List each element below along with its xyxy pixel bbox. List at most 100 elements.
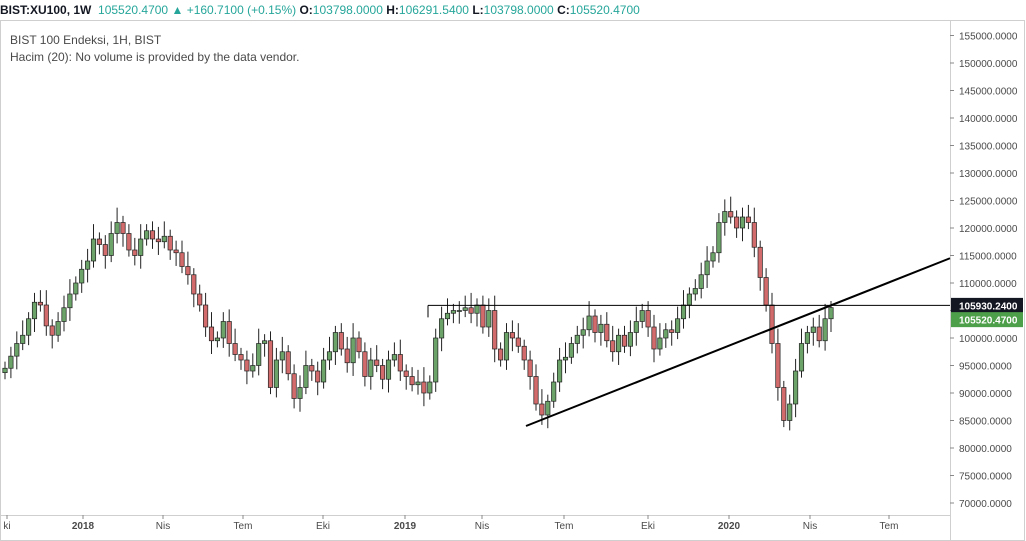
candle-body (321, 359, 327, 383)
candle (132, 237, 138, 266)
candle (173, 240, 179, 266)
candle-body (798, 343, 805, 372)
candle (557, 347, 563, 392)
candle-body (551, 381, 557, 402)
candle (804, 325, 810, 354)
candle-body (498, 348, 504, 361)
close-label: C: (557, 3, 570, 17)
candle-body (114, 222, 120, 234)
candle-body (285, 351, 291, 375)
candle (669, 320, 675, 346)
candle (728, 196, 734, 224)
candle-body (297, 387, 303, 399)
candle-body (197, 293, 203, 306)
candle (486, 298, 492, 337)
candle-body (598, 323, 604, 333)
candle-body (604, 323, 610, 342)
candle-body (680, 304, 687, 320)
candle-body (545, 400, 551, 416)
volume-legend[interactable]: Hacim (20): No volume is provided by the… (10, 50, 299, 64)
candle-body (645, 310, 651, 328)
candle (344, 336, 350, 373)
candle (67, 279, 73, 321)
candle (315, 361, 321, 396)
candle (415, 369, 421, 395)
candle (498, 342, 504, 367)
candle (61, 295, 67, 332)
candle-body (751, 222, 757, 248)
candle-body (480, 304, 486, 328)
candle (43, 290, 49, 336)
candle (675, 306, 681, 340)
candle (380, 358, 386, 390)
candle-body (232, 343, 238, 355)
open-label: O: (299, 3, 313, 17)
candle-body (474, 304, 480, 314)
candle (338, 323, 344, 356)
candle (232, 328, 238, 362)
candle-body (126, 233, 132, 251)
candle-body (102, 244, 108, 256)
last-price-badge[interactable]: 105520.4700 (951, 312, 1023, 328)
candle (244, 350, 250, 385)
candle (787, 394, 793, 431)
candle (368, 347, 374, 390)
candle (739, 207, 746, 242)
candle-body (409, 376, 415, 386)
candle (433, 328, 439, 392)
candle (303, 350, 309, 395)
candle (586, 301, 592, 337)
candle (509, 320, 515, 352)
candle (503, 323, 510, 370)
low-label: L: (472, 3, 484, 17)
candle-body (185, 266, 191, 276)
low-value: 103798.0000 (483, 3, 554, 17)
candle-body (350, 337, 356, 364)
candle-body (734, 216, 740, 229)
candle (85, 248, 91, 283)
series-legend[interactable]: BIST 100 Endeksi, 1H, BIST (10, 33, 162, 47)
candle (374, 345, 380, 373)
candle (167, 229, 173, 260)
candle-body (793, 370, 799, 405)
candle (450, 303, 456, 324)
candle (810, 317, 816, 346)
candle-body (580, 329, 586, 336)
candle (220, 312, 226, 348)
candle (291, 364, 297, 409)
x-tick-label: 2019 (394, 521, 417, 532)
candle (31, 292, 38, 332)
last-price: 105520.4700 (98, 3, 169, 17)
candle-body (291, 373, 297, 399)
x-tick-label: Tem (555, 521, 574, 532)
candle-body (633, 321, 639, 333)
candle (161, 221, 167, 249)
candle (226, 309, 232, 357)
candle (775, 328, 781, 401)
candle (2, 361, 8, 380)
candle (279, 336, 285, 374)
candle (214, 331, 220, 348)
candle-body (745, 216, 751, 223)
candle (155, 226, 161, 255)
candle (492, 295, 498, 363)
resistance-price-badge[interactable]: 105930.2400 (951, 297, 1023, 313)
candle (273, 347, 279, 398)
candle (55, 312, 61, 342)
price-axis[interactable]: 155000.0000 150000.0000 145000.0000 140000.… (950, 32, 1018, 511)
candle-body (804, 332, 810, 344)
candle-body (486, 310, 492, 328)
candle (610, 325, 616, 362)
time-axis[interactable]: ki 2018 Nis Tem Eki 2019 Nis Tem Eki 2020 Nis Tem (3, 515, 898, 532)
trend-line[interactable] (525, 257, 951, 427)
candle (574, 325, 580, 354)
candle-body (31, 301, 38, 320)
high-value: 106291.5400 (398, 3, 469, 17)
candle-body (439, 318, 445, 339)
candle-body (704, 260, 710, 276)
candle-body (338, 332, 344, 350)
candle-body (315, 370, 321, 383)
candle-body (267, 340, 274, 388)
ticker-label[interactable]: BIST:XU100, 1W (0, 3, 92, 17)
